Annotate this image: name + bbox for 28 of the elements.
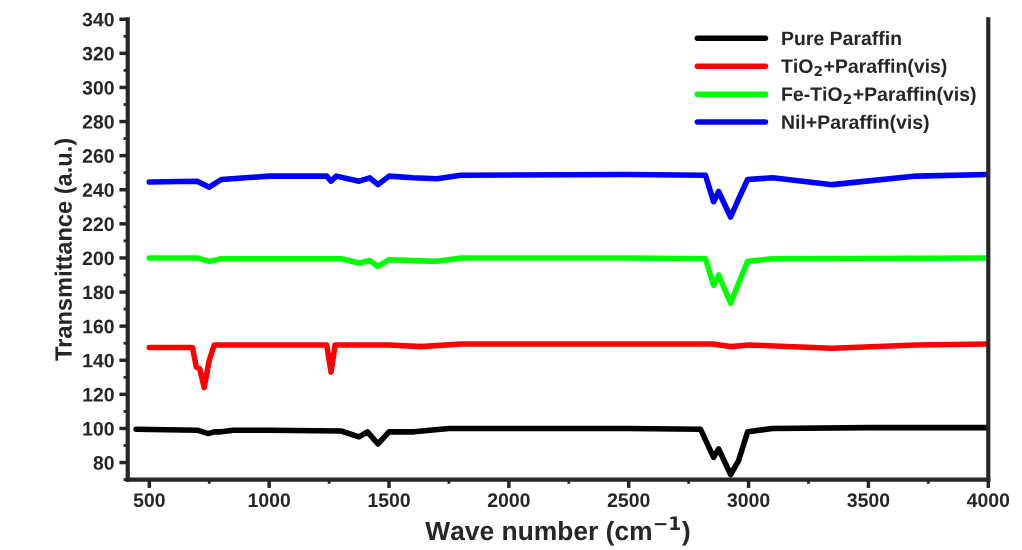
x-tick-label: 2000 (487, 493, 530, 508)
y-axis-title: Transmittance (a.u.) (54, 139, 77, 361)
y-tick-label: 340 (82, 12, 114, 27)
y-tick-label: 100 (83, 421, 114, 436)
legend-label: TiO$_{2}$+Paraffin(vis) (781, 58, 947, 77)
x-tick-label: 3500 (847, 493, 890, 508)
y-tick-label: 80 (93, 456, 114, 470)
x-tick-label: 1500 (368, 493, 410, 508)
legend-label: Nil+Paraffin(vis) (782, 114, 929, 133)
x-tick-label: 4000 (966, 493, 1010, 508)
legend-label: Pure Paraffin (782, 30, 901, 46)
y-tick-label: 160 (83, 319, 114, 334)
x-axis-title: Wave number (cm$^{−1}$) (425, 516, 690, 546)
y-tick-label: 240 (82, 183, 114, 197)
x-tick-label: 1000 (248, 493, 291, 508)
y-tick-label: 200 (82, 251, 114, 266)
y-tick-label: 120 (83, 387, 114, 402)
y-tick-label: 220 (82, 217, 114, 232)
y-tick-label: 300 (82, 80, 114, 95)
y-tick-label: 140 (83, 353, 114, 368)
x-tick-label: 500 (133, 493, 165, 508)
y-tick-label: 260 (82, 149, 114, 163)
y-tick-label: 180 (83, 285, 114, 300)
y-tick-label: 280 (82, 115, 114, 129)
x-tick-label: 2500 (607, 493, 650, 508)
y-tick-label: 320 (82, 46, 114, 61)
legend-label: Fe-TiO$_{2}$+Paraffin(vis) (782, 86, 976, 105)
x-tick-label: 3000 (727, 493, 770, 508)
